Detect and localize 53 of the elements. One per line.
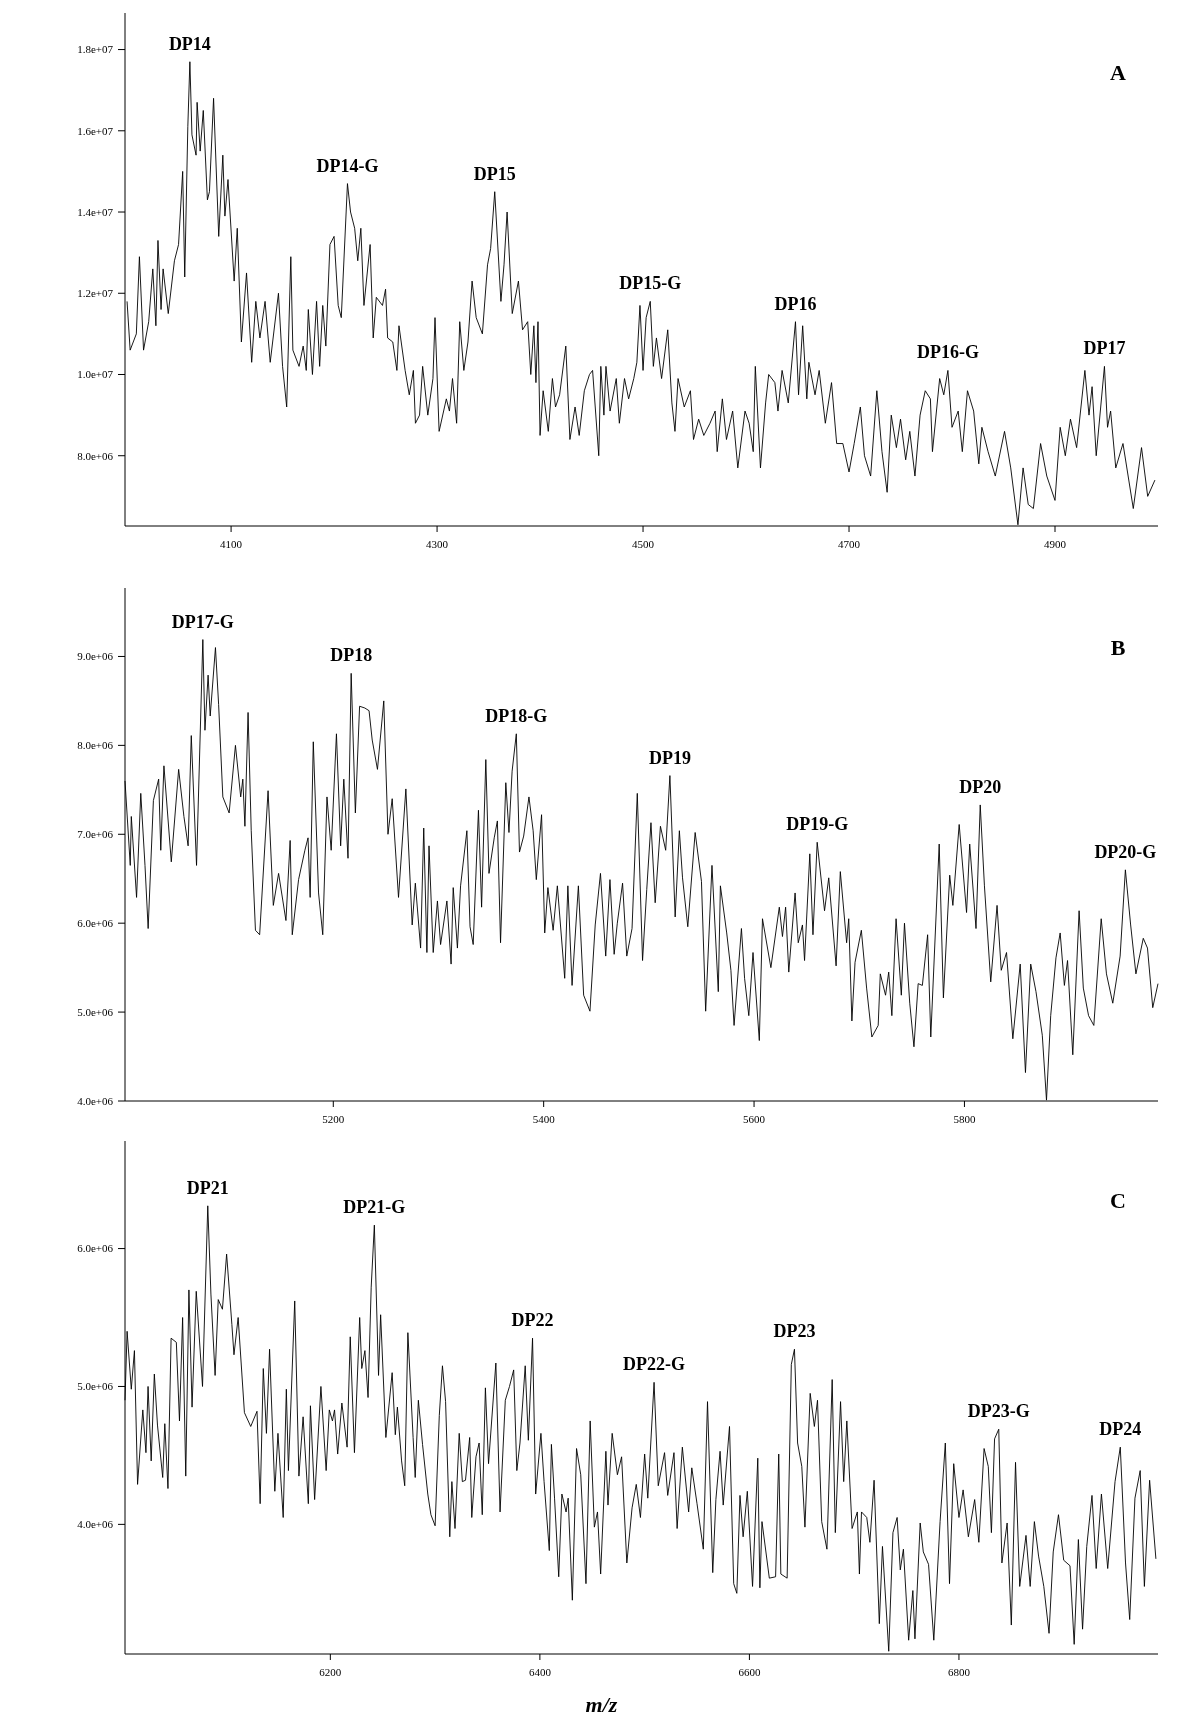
annotation: DP23 <box>773 1321 816 1342</box>
annotation: DP23-G <box>967 1401 1030 1422</box>
y-tick-label: 9.0e+06 <box>77 650 114 663</box>
y-tick-label: 1.4e+07 <box>77 205 114 218</box>
annotation: DP20 <box>959 776 1002 797</box>
annotation: DP21 <box>186 1177 229 1198</box>
annotation: DP15-G <box>619 273 682 294</box>
annotation: DP20-G <box>1094 841 1157 862</box>
annotation: DP16 <box>774 293 817 314</box>
x-axis-title: m/z <box>585 1692 618 1717</box>
annotation: DP19 <box>648 747 691 768</box>
y-tick-label: 8.0e+06 <box>77 449 114 462</box>
y-tick-label: 7.0e+06 <box>77 828 114 841</box>
x-tick-label: 5800 <box>953 1113 976 1125</box>
x-tick-label: 4900 <box>1044 538 1067 550</box>
x-tick-label: 4100 <box>220 538 243 550</box>
x-tick-label: 5400 <box>532 1113 556 1125</box>
annotation: DP22-G <box>623 1354 686 1375</box>
y-tick-label: 8.0e+06 <box>77 739 114 752</box>
y-tick-label: 6.0e+06 <box>77 1242 114 1255</box>
annotation: DP17-G <box>171 611 234 632</box>
x-tick-label: 6800 <box>947 1666 971 1678</box>
annotation: DP18-G <box>485 705 548 726</box>
annotation: DP14-G <box>316 155 379 176</box>
x-tick-label: 4300 <box>426 538 449 550</box>
y-tick-label: 5.0e+06 <box>77 1005 114 1018</box>
x-tick-label: 6200 <box>319 1666 342 1678</box>
annotation: DP22 <box>511 1310 554 1331</box>
x-tick-label: 5200 <box>322 1113 345 1125</box>
x-tick-label: 4500 <box>632 538 655 550</box>
annotation: DP15 <box>473 163 516 184</box>
annotation: C <box>1110 1187 1126 1213</box>
y-tick-label: 1.8e+07 <box>77 43 114 56</box>
annotation: DP19-G <box>786 814 849 835</box>
annotation: B <box>1110 634 1126 660</box>
annotation: DP24 <box>1099 1419 1142 1440</box>
annotation: DP17 <box>1083 338 1126 359</box>
annotation: DP14 <box>168 33 211 54</box>
y-tick-label: 5.0e+06 <box>77 1380 114 1393</box>
annotation: DP21-G <box>343 1197 406 1218</box>
x-tick-label: 5600 <box>743 1113 766 1125</box>
annotation: A <box>1110 59 1127 85</box>
y-tick-label: 1.0e+07 <box>77 368 114 381</box>
y-tick-label: 1.6e+07 <box>77 124 114 137</box>
y-tick-label: 6.0e+06 <box>77 917 114 930</box>
x-tick-label: 6600 <box>738 1666 761 1678</box>
annotation: DP16-G <box>916 342 979 363</box>
x-tick-label: 4700 <box>838 538 861 550</box>
y-tick-label: 4.0e+06 <box>77 1518 114 1531</box>
annotation: DP18 <box>330 645 373 666</box>
x-tick-label: 6400 <box>528 1666 552 1678</box>
y-tick-label: 1.2e+07 <box>77 287 114 300</box>
y-tick-label: 4.0e+06 <box>77 1094 114 1107</box>
